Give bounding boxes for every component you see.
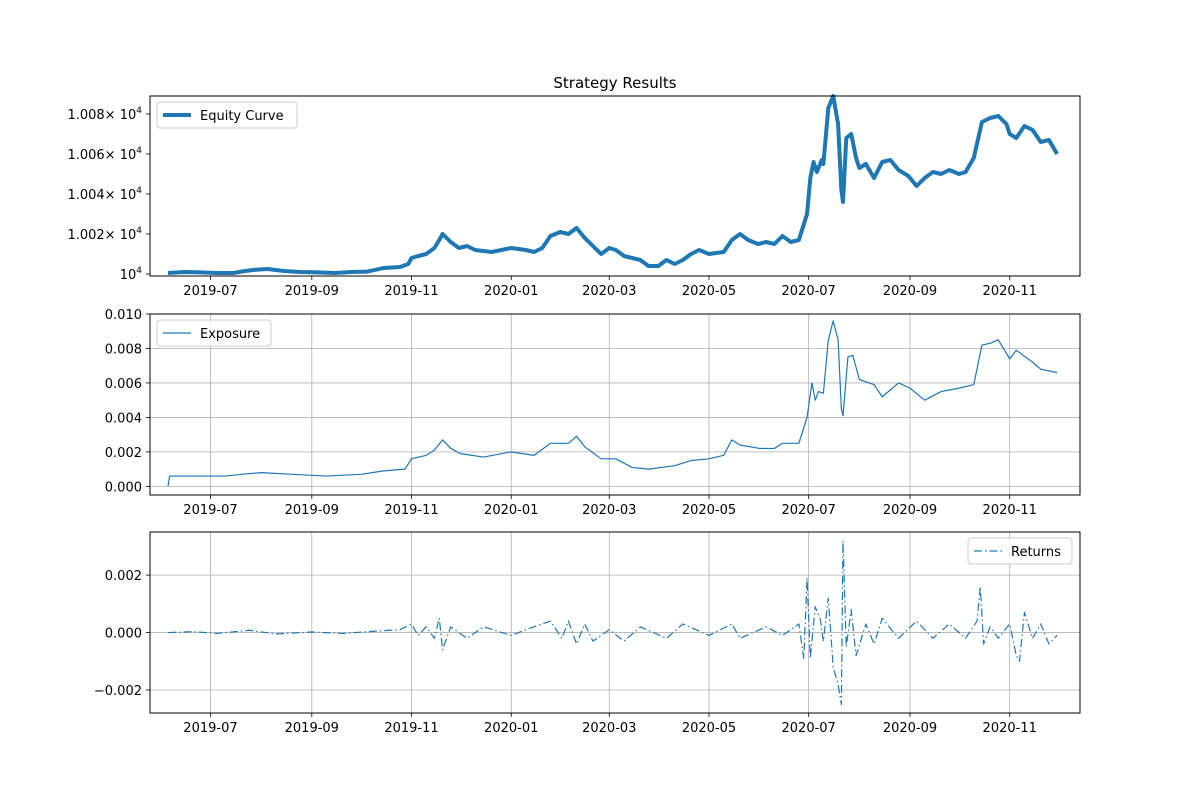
x-tick-label: 2020-11	[983, 284, 1037, 299]
returns-legend: Returns	[967, 537, 1073, 565]
legend-label: Equity Curve	[200, 109, 284, 124]
x-tick-label: 2019-07	[183, 503, 237, 518]
y-tick-label: 0.004	[105, 411, 142, 426]
x-tick-label: 2020-01	[484, 721, 538, 736]
x-tick-label: 2020-07	[782, 503, 836, 518]
x-tick-label: 2020-01	[484, 284, 538, 299]
x-tick-label: 2020-11	[983, 721, 1037, 736]
y-tick-label: 1.008× 104	[67, 106, 142, 123]
returns-panel: 2019-07 2019-09 2019-11 2020-01 2020-03 2020-…	[94, 531, 1081, 736]
y-tick-label: 0.010	[105, 308, 142, 323]
exposure-axes-frame	[149, 313, 1081, 496]
x-tick-label: 2020-05	[682, 284, 736, 299]
exposure-grid	[150, 313, 1080, 495]
equity-curve-line	[167, 94, 1059, 275]
x-tick-label: 2020-07	[782, 721, 836, 736]
x-tick-label: 2019-11	[384, 503, 438, 518]
x-tick-label: 2020-11	[983, 503, 1037, 518]
x-tick-label: 2019-07	[183, 721, 237, 736]
equity-curve-legend: Equity Curve	[156, 101, 298, 129]
x-tick-label: 2020-07	[782, 284, 836, 299]
y-tick-label: 0.002	[105, 569, 142, 584]
y-tick-label: 0.008	[105, 342, 142, 357]
x-tick-label: 2020-09	[883, 284, 937, 299]
x-tick-label: 2019-09	[285, 721, 339, 736]
chart-panels: 2019-07 2019-09 2019-11 2020-01 2020-03 2020-…	[67, 94, 1081, 736]
y-tick-label: 0.000	[105, 627, 142, 642]
y-tick-label: 1.002× 104	[67, 226, 142, 243]
exposure-legend: Exposure	[156, 319, 272, 347]
legend-box	[156, 101, 298, 129]
x-tick-label: 2019-11	[384, 284, 438, 299]
y-tick-label: 1.006× 104	[67, 146, 142, 163]
y-tick-label: 0.000	[105, 480, 142, 495]
x-tick-label: 2020-09	[883, 721, 937, 736]
legend-box	[156, 319, 272, 347]
x-tick-label: 2019-09	[285, 284, 339, 299]
x-tick-label: 2020-01	[484, 503, 538, 518]
y-tick-label: 0.006	[105, 377, 142, 392]
x-tick-label: 2020-03	[582, 284, 636, 299]
x-tick-label: 2020-05	[682, 721, 736, 736]
x-tick-label: 2020-05	[682, 503, 736, 518]
exposure-line	[167, 320, 1058, 487]
y-tick-label: 1.004× 104	[67, 186, 142, 203]
legend-label: Returns	[1011, 545, 1061, 560]
y-tick-label: 104	[120, 266, 143, 283]
equity-curve-axes-frame	[149, 95, 1081, 277]
chart-title: Strategy Results	[553, 74, 676, 92]
x-tick-label: 2019-07	[183, 284, 237, 299]
returns-axes-frame	[149, 531, 1081, 714]
x-tick-label: 2020-09	[883, 503, 937, 518]
x-tick-label: 2019-09	[285, 503, 339, 518]
legend-label: Exposure	[200, 327, 260, 342]
x-tick-label: 2020-03	[582, 503, 636, 518]
equity-curve-panel: 2019-07 2019-09 2019-11 2020-01 2020-03 2020-…	[67, 94, 1081, 299]
y-tick-label: 0.002	[105, 446, 142, 461]
x-tick-label: 2020-03	[582, 721, 636, 736]
returns-line	[167, 540, 1058, 705]
y-tick-label: −0.002	[94, 684, 142, 699]
returns-grid	[150, 532, 1080, 713]
exposure-panel: 2019-07 2019-09 2019-11 2020-01 2020-03 2020-…	[105, 308, 1081, 518]
legend-box	[967, 537, 1073, 565]
x-tick-label: 2019-11	[384, 721, 438, 736]
